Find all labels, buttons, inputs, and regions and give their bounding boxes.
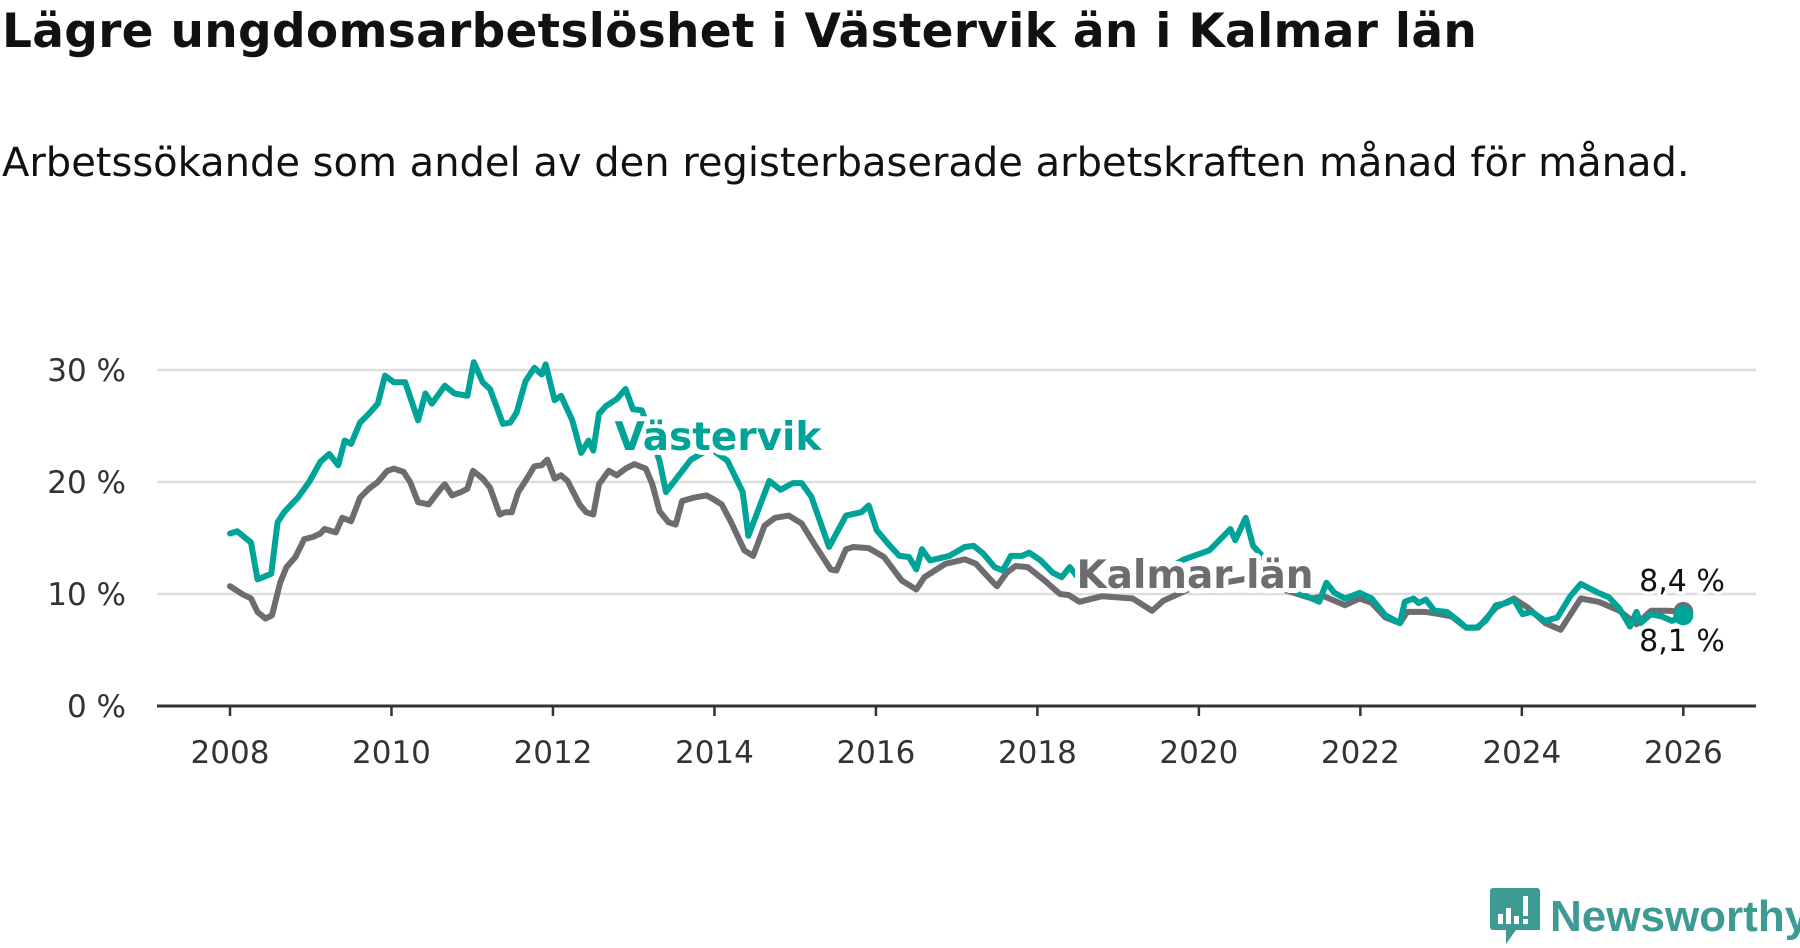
x-tick-label: 2022 — [1321, 735, 1400, 771]
chart-title: Lägre ungdomsarbetslöshet i Västervik än… — [2, 4, 1478, 59]
x-tick-label: 2008 — [191, 735, 270, 771]
y-tick-label: 30 % — [47, 353, 126, 389]
x-tick-label: 2010 — [352, 735, 431, 771]
gridlines — [157, 368, 1756, 596]
y-tick-label: 20 % — [47, 465, 126, 501]
series-label-kalmar: Kalmar län — [1076, 553, 1313, 598]
x-tick-label: 2014 — [675, 735, 754, 771]
x-tick-label: 2026 — [1644, 735, 1723, 771]
series-line-kalmar — [227, 456, 1687, 633]
x-axis-ticks: 2008 2010 2012 2014 2016 2018 2020 2022 2024 2026 — [191, 706, 1723, 771]
x-tick-label: 2016 — [836, 735, 915, 771]
series-line-vastervik — [227, 359, 1687, 631]
series-lines — [227, 359, 1687, 633]
end-markers — [1673, 601, 1694, 626]
chart-subtitle: Arbetssökande som andel av den registerb… — [2, 140, 1690, 186]
end-label-vastervik: 8,1 % — [1639, 624, 1725, 659]
newsworthy-logo: Newsworthy — [1490, 888, 1800, 946]
y-axis-ticks: 0 % 10 % 20 % 30 % — [47, 353, 126, 725]
x-tick-label: 2024 — [1482, 735, 1561, 771]
newsworthy-logo-icon — [1490, 888, 1540, 944]
x-tick-label: 2012 — [514, 735, 593, 771]
series-label-vastervik: Västervik — [615, 415, 823, 460]
y-tick-label: 0 % — [67, 689, 126, 725]
x-tick-label: 2020 — [1159, 735, 1238, 771]
y-tick-label: 10 % — [47, 577, 126, 613]
x-tick-label: 2018 — [998, 735, 1077, 771]
end-label-kalmar: 8,4 % — [1639, 564, 1725, 599]
end-dot-vastervik — [1673, 605, 1694, 626]
brand-name: Newsworthy — [1550, 892, 1800, 941]
